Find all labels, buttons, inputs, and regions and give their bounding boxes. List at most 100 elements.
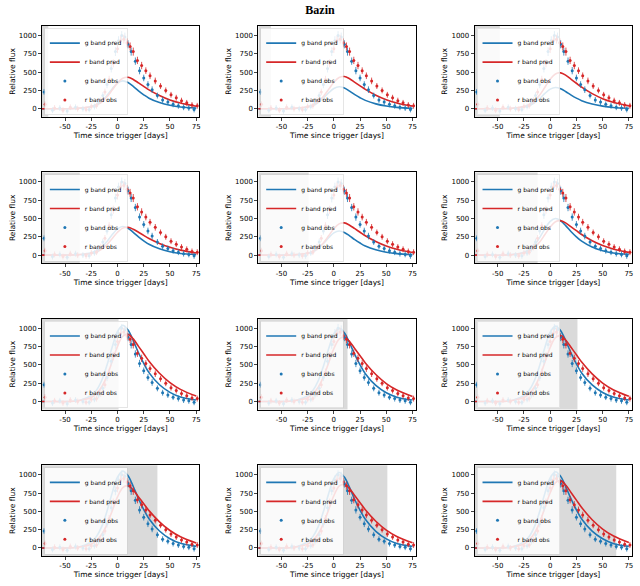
svg-text:0: 0 [548, 270, 552, 278]
svg-text:Time since trigger [days]: Time since trigger [days] [73, 424, 168, 433]
svg-text:g band pred: g band pred [301, 39, 338, 47]
svg-text:75: 75 [408, 123, 417, 131]
svg-text:r band obs: r band obs [85, 536, 117, 543]
svg-text:500: 500 [23, 215, 36, 223]
svg-text:-25: -25 [518, 416, 529, 424]
svg-text:Time since trigger [days]: Time since trigger [days] [289, 131, 384, 140]
svg-text:75: 75 [624, 123, 633, 131]
svg-text:500: 500 [23, 69, 36, 77]
svg-text:25: 25 [356, 123, 365, 131]
svg-text:500: 500 [456, 69, 469, 77]
svg-text:g band obs: g band obs [301, 224, 334, 232]
svg-text:-25: -25 [86, 123, 97, 131]
svg-text:g band obs: g band obs [85, 77, 118, 85]
svg-text:g band pred: g band pred [518, 332, 555, 340]
svg-text:1000: 1000 [235, 32, 253, 40]
svg-text:500: 500 [240, 69, 253, 77]
svg-text:25: 25 [572, 270, 581, 278]
svg-text:Relative flux: Relative flux [8, 48, 17, 95]
svg-text:g band pred: g band pred [518, 39, 555, 47]
svg-text:g band pred: g band pred [301, 479, 338, 487]
svg-text:Relative flux: Relative flux [440, 48, 449, 95]
svg-text:Time since trigger [days]: Time since trigger [days] [73, 570, 168, 579]
svg-text:r band pred: r band pred [518, 58, 553, 66]
svg-text:-50: -50 [59, 123, 70, 131]
svg-text:r band obs: r band obs [301, 243, 333, 250]
svg-text:50: 50 [598, 270, 607, 278]
svg-text:g band obs: g band obs [85, 224, 118, 232]
svg-text:g band pred: g band pred [301, 332, 338, 340]
svg-text:r band obs: r band obs [301, 389, 333, 396]
svg-text:50: 50 [382, 270, 391, 278]
svg-text:Time since trigger [days]: Time since trigger [days] [505, 570, 600, 579]
svg-text:r band pred: r band pred [85, 58, 120, 66]
svg-text:1000: 1000 [19, 32, 37, 40]
svg-text:0: 0 [465, 252, 469, 260]
svg-text:g band obs: g band obs [85, 370, 118, 378]
svg-text:250: 250 [456, 380, 469, 388]
svg-text:1000: 1000 [235, 471, 253, 479]
svg-text:r band pred: r band pred [518, 351, 553, 359]
svg-text:750: 750 [240, 343, 253, 351]
svg-text:750: 750 [23, 50, 36, 58]
svg-text:-25: -25 [86, 562, 97, 570]
svg-text:1000: 1000 [451, 325, 469, 333]
svg-text:750: 750 [456, 343, 469, 351]
svg-text:g band obs: g band obs [518, 370, 551, 378]
svg-text:1000: 1000 [451, 32, 469, 40]
svg-text:750: 750 [23, 343, 36, 351]
svg-text:50: 50 [165, 123, 174, 131]
svg-text:75: 75 [624, 416, 633, 424]
svg-text:r band pred: r band pred [301, 58, 336, 66]
svg-text:25: 25 [139, 270, 148, 278]
svg-text:0: 0 [465, 105, 469, 113]
svg-text:250: 250 [23, 380, 36, 388]
svg-text:Time since trigger [days]: Time since trigger [days] [289, 278, 384, 287]
svg-text:-25: -25 [518, 562, 529, 570]
svg-text:25: 25 [572, 562, 581, 570]
svg-text:g band obs: g band obs [518, 224, 551, 232]
svg-text:1000: 1000 [451, 178, 469, 186]
svg-text:25: 25 [139, 416, 148, 424]
svg-text:0: 0 [115, 416, 119, 424]
svg-text:r band obs: r band obs [518, 96, 550, 103]
svg-text:500: 500 [456, 361, 469, 369]
svg-text:r band obs: r band obs [85, 243, 117, 250]
svg-text:250: 250 [23, 233, 36, 241]
svg-text:-50: -50 [492, 416, 503, 424]
svg-text:50: 50 [382, 562, 391, 570]
svg-text:r band pred: r band pred [301, 351, 336, 359]
svg-text:r band obs: r band obs [85, 389, 117, 396]
svg-text:-50: -50 [492, 562, 503, 570]
svg-text:Relative flux: Relative flux [8, 194, 17, 241]
svg-text:750: 750 [456, 50, 469, 58]
svg-text:500: 500 [23, 508, 36, 516]
svg-text:g band obs: g band obs [518, 77, 551, 85]
svg-text:-50: -50 [59, 270, 70, 278]
svg-text:Relative flux: Relative flux [224, 48, 233, 95]
svg-text:0: 0 [32, 252, 36, 260]
svg-text:750: 750 [23, 197, 36, 205]
svg-text:r band pred: r band pred [85, 498, 120, 506]
svg-text:1000: 1000 [19, 178, 37, 186]
svg-text:-50: -50 [492, 123, 503, 131]
svg-text:0: 0 [248, 544, 252, 552]
svg-text:Time since trigger [days]: Time since trigger [days] [73, 278, 168, 287]
svg-text:0: 0 [465, 398, 469, 406]
svg-text:25: 25 [356, 270, 365, 278]
svg-text:50: 50 [382, 416, 391, 424]
svg-text:750: 750 [240, 50, 253, 58]
svg-text:0: 0 [248, 398, 252, 406]
svg-text:g band pred: g band pred [85, 479, 122, 487]
svg-text:500: 500 [456, 508, 469, 516]
svg-text:0: 0 [548, 416, 552, 424]
svg-text:750: 750 [240, 489, 253, 497]
svg-text:-25: -25 [302, 562, 313, 570]
svg-text:250: 250 [456, 233, 469, 241]
svg-text:-25: -25 [302, 270, 313, 278]
svg-text:250: 250 [456, 526, 469, 534]
svg-text:-25: -25 [302, 416, 313, 424]
svg-text:r band pred: r band pred [518, 498, 553, 506]
svg-text:Relative flux: Relative flux [224, 194, 233, 241]
svg-text:Relative flux: Relative flux [224, 487, 233, 534]
